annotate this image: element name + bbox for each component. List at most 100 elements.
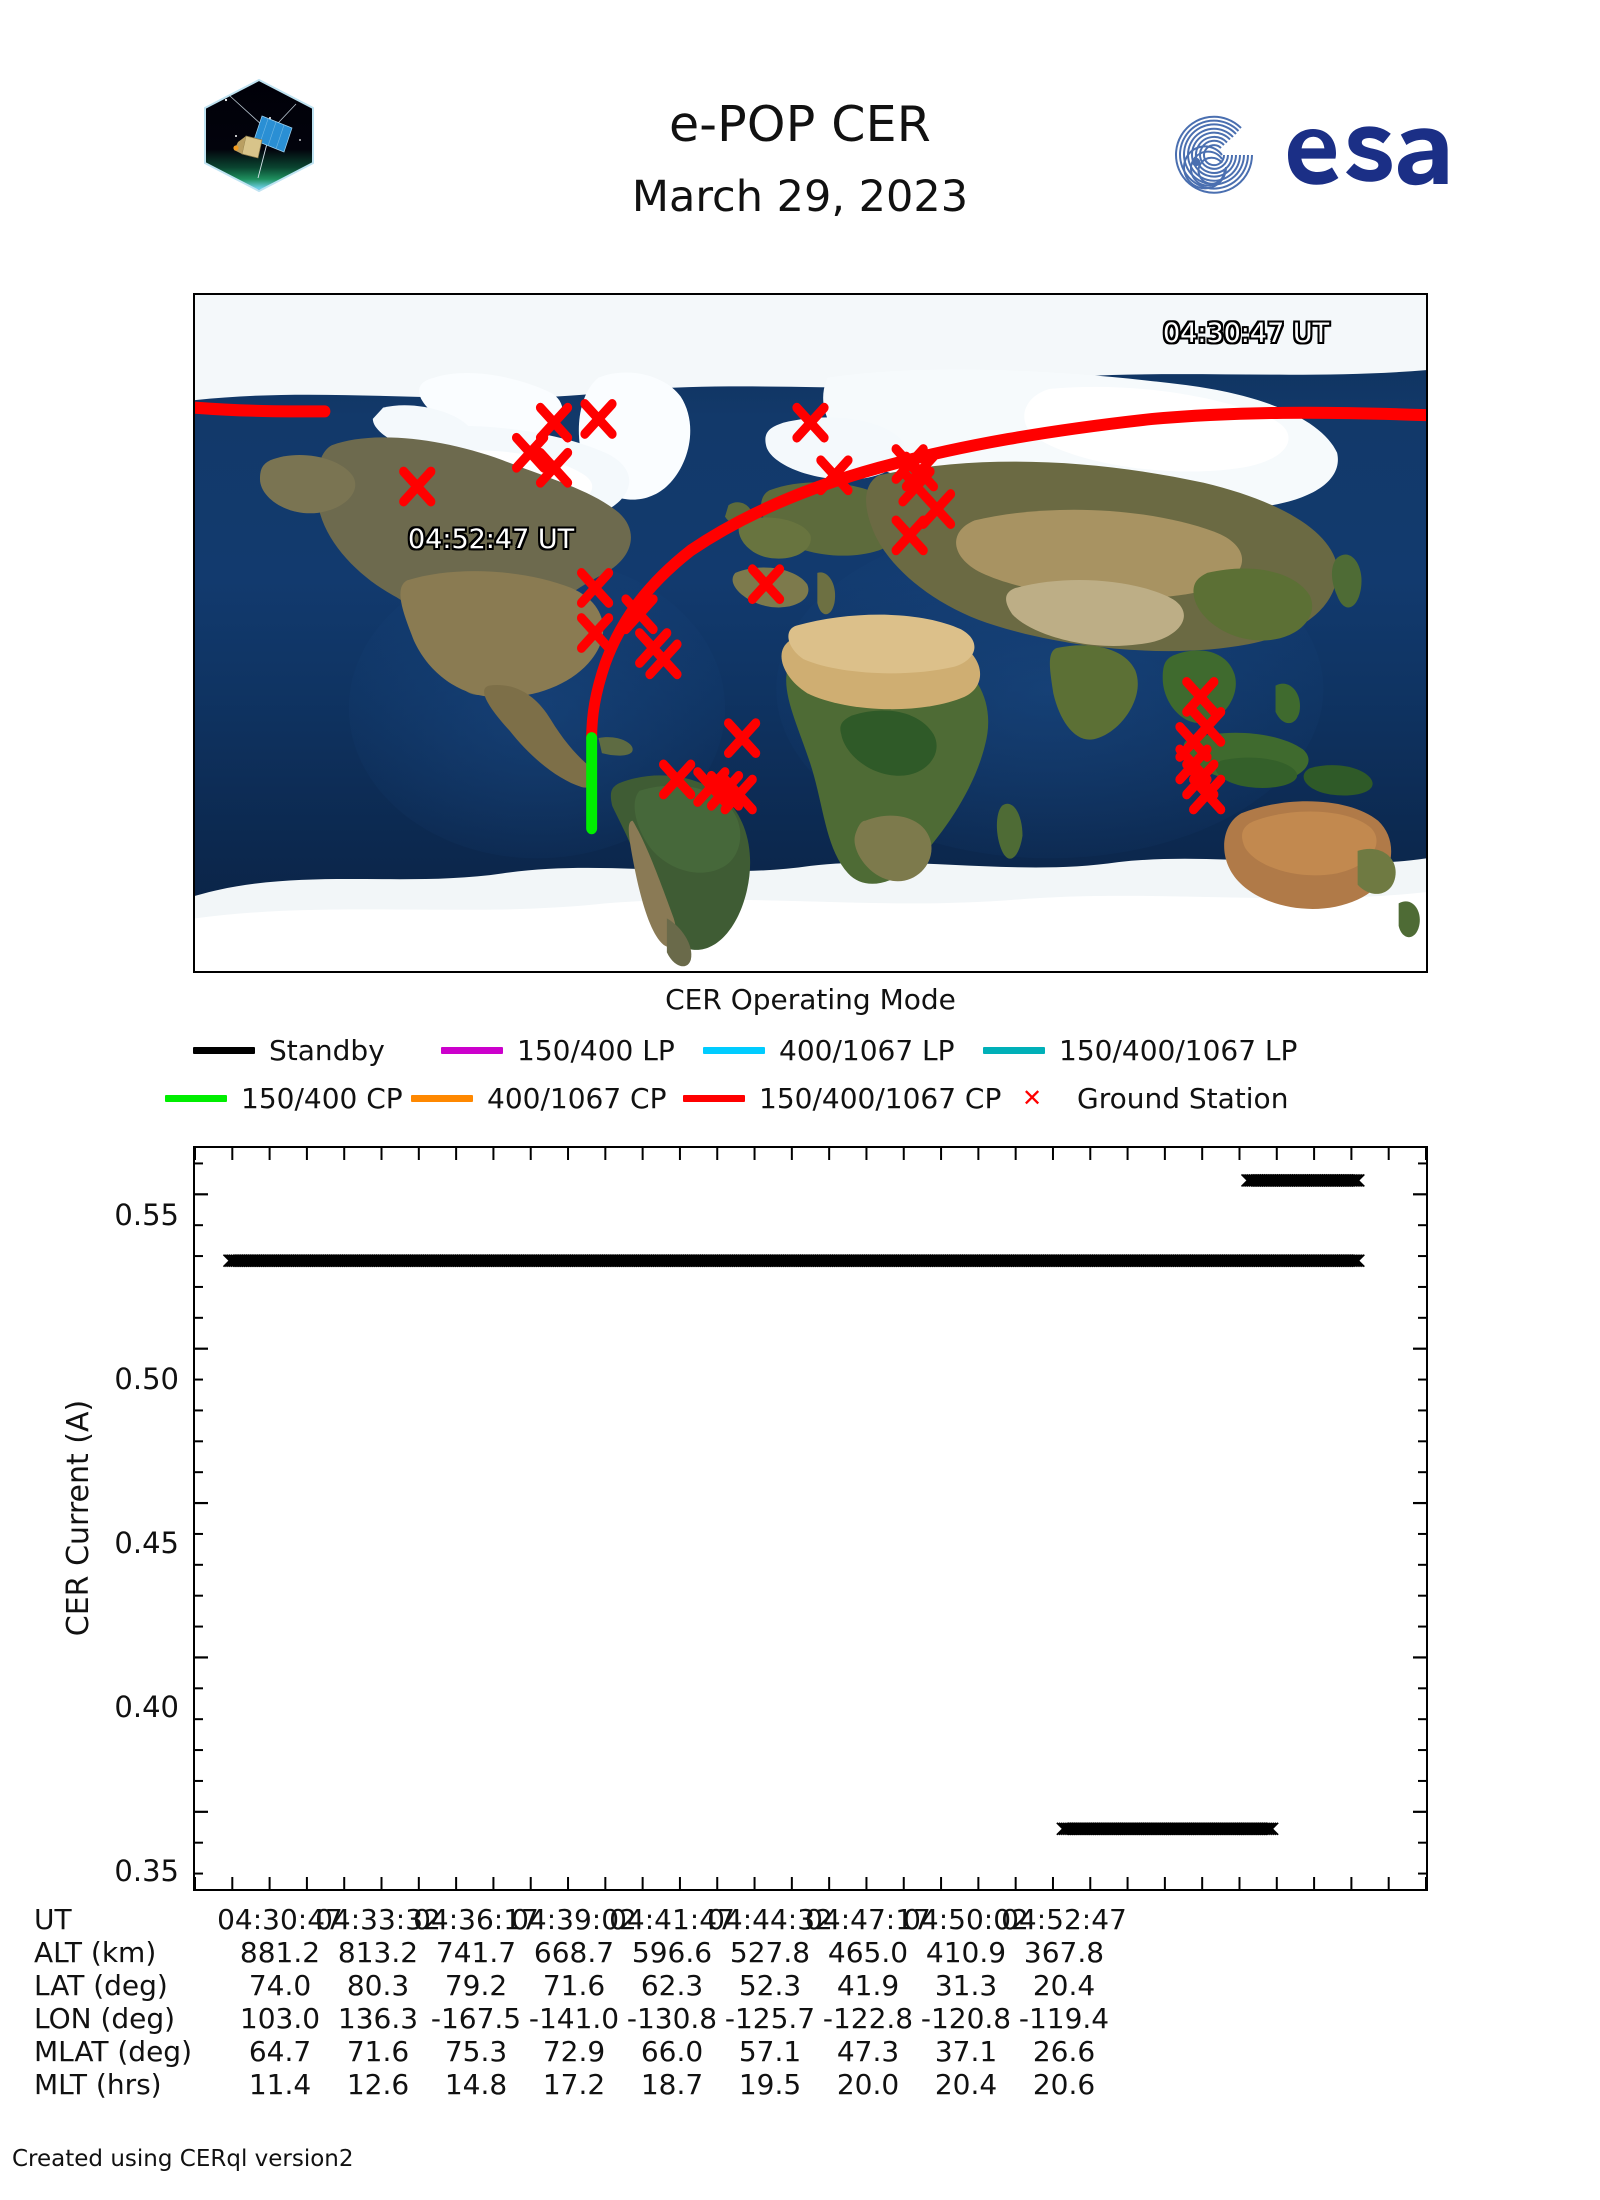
cell: 04:41:47: [609, 1903, 735, 1936]
legend-item-standby[interactable]: Standby: [193, 1030, 385, 1070]
cell: 71.6: [542, 1969, 606, 2002]
cell: 20.4: [1032, 1969, 1096, 2002]
legend-swatch-150-400-1067-lp: [983, 1046, 1045, 1054]
cell: 04:52:47: [1001, 1903, 1127, 1936]
cell: 19.5: [738, 2068, 802, 2101]
cell: 668.7: [533, 1936, 615, 1969]
cell: 527.8: [729, 1936, 811, 1969]
cell: 12.6: [346, 2068, 410, 2101]
y-tick-label-040: 0.40: [114, 1690, 179, 1724]
legend-swatch-150-400-1067-cp: [683, 1094, 745, 1102]
legend-swatch-150-400-cp: [165, 1094, 227, 1102]
cell: 20.0: [836, 2068, 900, 2101]
cell: 66.0: [640, 2035, 704, 2068]
cell: -130.8: [626, 2002, 718, 2035]
cell: 881.2: [239, 1936, 321, 1969]
cell: 72.9: [542, 2035, 606, 2068]
table-row: LAT (deg) 74.0 80.3 79.2 71.6 62.3 52.3 …: [0, 1969, 1600, 2002]
legend-item-ground-station[interactable]: ✕ Ground Station: [1001, 1078, 1289, 1118]
cell: 18.7: [640, 2068, 704, 2101]
cell: -167.5: [430, 2002, 522, 2035]
track-end-time-label: 04:52:47 UT: [408, 524, 575, 555]
cell: 26.6: [1032, 2035, 1096, 2068]
cassiope-logo-icon: [200, 78, 318, 193]
world-map-canvas: [195, 295, 1426, 971]
cell: 80.3: [346, 1969, 410, 2002]
cell: 136.3: [337, 2002, 419, 2035]
y-tick-labels: 0.55 0.50 0.45 0.40 0.35: [70, 0, 180, 2200]
row-label-mlt: MLT (hrs): [34, 2068, 162, 2101]
row-label-ut: UT: [34, 1903, 72, 1936]
row-label-lon: LON (deg): [34, 2002, 176, 2035]
legend-label-150-400-1067-cp: 150/400/1067 CP: [759, 1081, 1002, 1115]
legend-item-150-400-lp[interactable]: 150/400 LP: [441, 1030, 675, 1070]
cell: 14.8: [444, 2068, 508, 2101]
world-map[interactable]: [193, 293, 1428, 973]
cell: 20.6: [1032, 2068, 1096, 2101]
cell: -122.8: [822, 2002, 914, 2035]
cer-current-plot-area: [195, 1148, 1426, 1889]
legend-swatch-400-1067-cp: [411, 1094, 473, 1102]
footer-credit: Created using CERql version2: [12, 2146, 354, 2172]
y-tick-label-055: 0.55: [114, 1198, 179, 1232]
cell: 20.4: [934, 2068, 998, 2101]
cell: 04:39:02: [511, 1903, 637, 1936]
cell: 596.6: [631, 1936, 713, 1969]
cell: 75.3: [444, 2035, 508, 2068]
track-start-time-label: 04:30:47 UT: [1163, 318, 1330, 349]
legend-item-400-1067-lp[interactable]: 400/1067 LP: [703, 1030, 955, 1070]
cell: -120.8: [920, 2002, 1012, 2035]
cell: 64.7: [248, 2035, 312, 2068]
legend-label-150-400-cp: 150/400 CP: [241, 1081, 403, 1115]
ephemeris-table: UT 04:30:47 04:33:32 04:36:17 04:39:02 0…: [0, 1903, 1600, 2133]
cell: 62.3: [640, 1969, 704, 2002]
legend-label-150-400-lp: 150/400 LP: [517, 1033, 675, 1067]
cell: 57.1: [738, 2035, 802, 2068]
cell: 04:44:32: [707, 1903, 833, 1936]
legend-swatch-400-1067-lp: [703, 1046, 765, 1054]
y-tick-label-035: 0.35: [114, 1854, 179, 1888]
ground-station-x-icon: ✕: [1021, 1084, 1043, 1112]
legend-swatch-150-400-lp: [441, 1046, 503, 1054]
legend-swatch-standby: [193, 1046, 255, 1054]
legend-item-400-1067-cp[interactable]: 400/1067 CP: [411, 1078, 666, 1118]
cell: 04:50:02: [903, 1903, 1029, 1936]
cell: 37.1: [934, 2035, 998, 2068]
cell: 04:33:32: [315, 1903, 441, 1936]
cell: 367.8: [1023, 1936, 1105, 1969]
legend-label-150-400-1067-lp: 150/400/1067 LP: [1059, 1033, 1298, 1067]
header: e-POP CER March 29, 2023: [0, 0, 1600, 219]
legend-label-standby: Standby: [269, 1033, 385, 1067]
cell: 31.3: [934, 1969, 998, 2002]
cell: 47.3: [836, 2035, 900, 2068]
legend: Standby 150/400 LP 400/1067 LP 150/400/1…: [165, 1030, 1433, 1120]
legend-row-2: 150/400 CP 400/1067 CP 150/400/1067 CP ✕…: [165, 1078, 1433, 1118]
cell: 04:30:47: [217, 1903, 343, 1936]
cell: 41.9: [836, 1969, 900, 2002]
page-date: March 29, 2023: [631, 172, 969, 222]
row-label-lat: LAT (deg): [34, 1969, 168, 2002]
cell: -125.7: [724, 2002, 816, 2035]
legend-label-400-1067-cp: 400/1067 CP: [487, 1081, 667, 1115]
table-row: UT 04:30:47 04:33:32 04:36:17 04:39:02 0…: [0, 1903, 1600, 1936]
row-label-alt: ALT (km): [34, 1936, 157, 1969]
esa-logo-icon: [1170, 110, 1455, 200]
y-tick-label-050: 0.50: [114, 1362, 179, 1396]
table-row: ALT (km) 881.2 813.2 741.7 668.7 596.6 5…: [0, 1936, 1600, 1969]
page-title: e-POP CER: [668, 96, 932, 153]
cell: -119.4: [1018, 2002, 1110, 2035]
cell: 410.9: [925, 1936, 1007, 1969]
cer-current-plot[interactable]: [193, 1146, 1428, 1891]
cell: -141.0: [528, 2002, 620, 2035]
legend-item-150-400-cp[interactable]: 150/400 CP: [165, 1078, 403, 1118]
cell: 813.2: [337, 1936, 419, 1969]
legend-item-150-400-1067-lp[interactable]: 150/400/1067 LP: [983, 1030, 1297, 1070]
legend-item-150-400-1067-cp[interactable]: 150/400/1067 CP: [683, 1078, 1001, 1118]
legend-label-ground-station: Ground Station: [1077, 1081, 1289, 1115]
legend-label-400-1067-lp: 400/1067 LP: [779, 1033, 955, 1067]
table-row: LON (deg) 103.0 136.3 -167.5 -141.0 -130…: [0, 2002, 1600, 2035]
cell: 04:47:17: [805, 1903, 931, 1936]
cell: 17.2: [542, 2068, 606, 2101]
map-caption: CER Operating Mode: [665, 983, 956, 1016]
cell: 103.0: [239, 2002, 321, 2035]
